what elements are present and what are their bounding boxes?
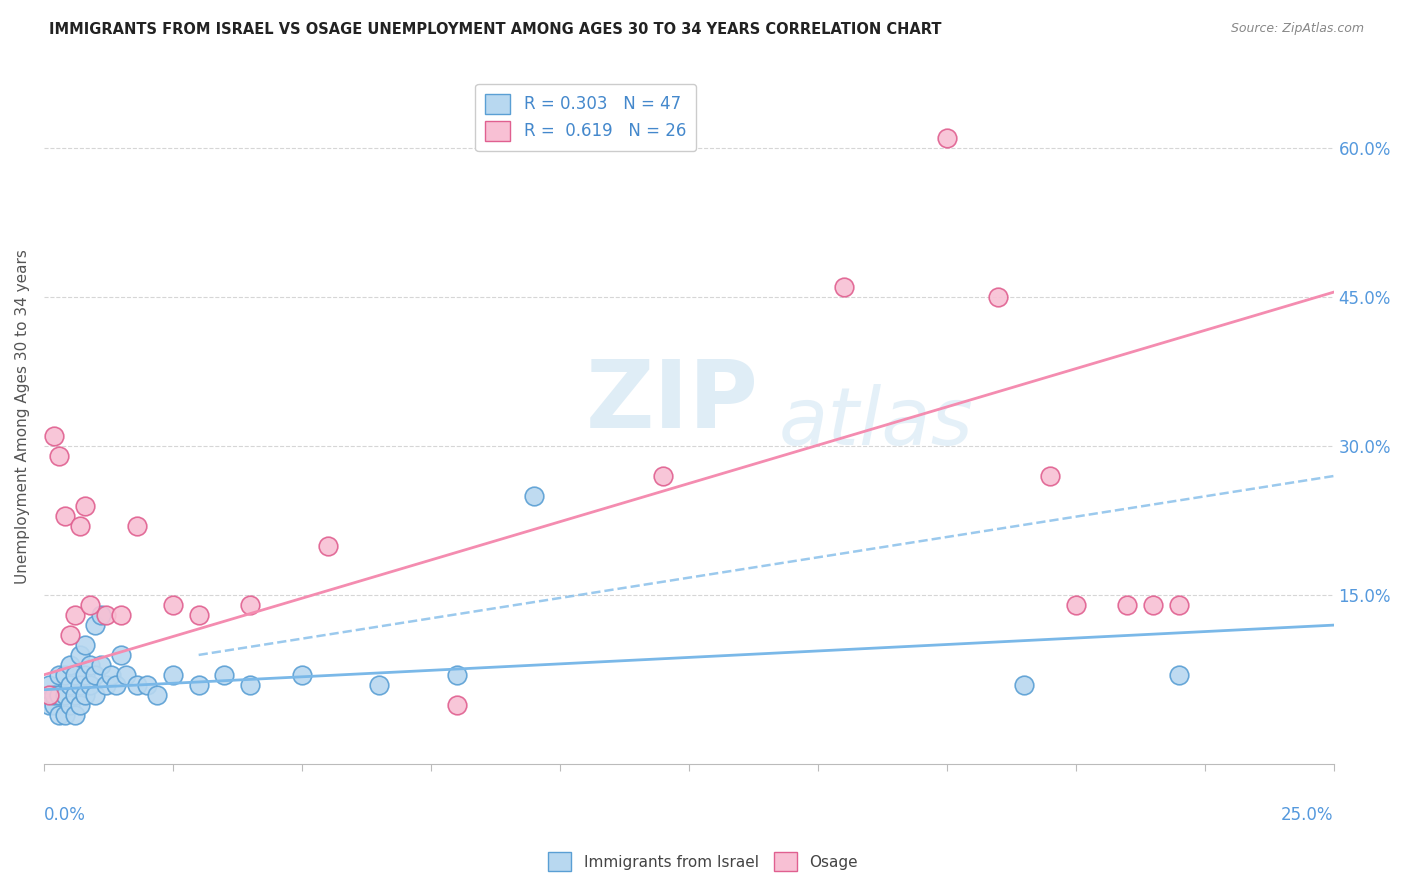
Point xyxy=(987,290,1010,304)
Point xyxy=(90,608,112,623)
Point xyxy=(75,688,97,702)
Point xyxy=(291,668,314,682)
Point xyxy=(125,518,148,533)
Point xyxy=(94,608,117,623)
Point xyxy=(44,429,66,443)
Point xyxy=(69,648,91,662)
Point xyxy=(69,678,91,692)
Point xyxy=(94,678,117,692)
Point xyxy=(316,539,339,553)
Point xyxy=(79,599,101,613)
Point xyxy=(935,131,957,145)
Point xyxy=(1116,599,1139,613)
Point xyxy=(146,688,169,702)
Point xyxy=(69,518,91,533)
Point xyxy=(239,678,262,692)
Legend: R = 0.303   N = 47, R =  0.619   N = 26: R = 0.303 N = 47, R = 0.619 N = 26 xyxy=(475,84,696,151)
Point xyxy=(38,678,60,692)
Point xyxy=(110,648,132,662)
Point xyxy=(523,489,546,503)
Point xyxy=(187,678,209,692)
Point xyxy=(115,668,138,682)
Point xyxy=(162,599,184,613)
Point xyxy=(187,608,209,623)
Text: IMMIGRANTS FROM ISRAEL VS OSAGE UNEMPLOYMENT AMONG AGES 30 TO 34 YEARS CORRELATI: IMMIGRANTS FROM ISRAEL VS OSAGE UNEMPLOY… xyxy=(49,22,942,37)
Point xyxy=(1167,599,1189,613)
Point xyxy=(63,707,86,722)
Point xyxy=(1142,599,1164,613)
Point xyxy=(75,668,97,682)
Legend: Immigrants from Israel, Osage: Immigrants from Israel, Osage xyxy=(543,847,863,877)
Text: atlas: atlas xyxy=(779,384,974,462)
Point xyxy=(48,688,70,702)
Point xyxy=(446,668,468,682)
Point xyxy=(136,678,159,692)
Text: ZIP: ZIP xyxy=(585,357,758,449)
Point xyxy=(1064,599,1087,613)
Point xyxy=(84,668,107,682)
Point xyxy=(63,668,86,682)
Point xyxy=(48,707,70,722)
Point xyxy=(44,688,66,702)
Y-axis label: Unemployment Among Ages 30 to 34 years: Unemployment Among Ages 30 to 34 years xyxy=(15,249,30,584)
Point xyxy=(84,688,107,702)
Point xyxy=(110,608,132,623)
Point xyxy=(48,668,70,682)
Point xyxy=(79,678,101,692)
Point xyxy=(1167,668,1189,682)
Point xyxy=(79,657,101,672)
Point xyxy=(446,698,468,712)
Point xyxy=(48,449,70,463)
Point xyxy=(69,698,91,712)
Point xyxy=(63,688,86,702)
Point xyxy=(75,638,97,652)
Text: 25.0%: 25.0% xyxy=(1281,806,1334,824)
Point xyxy=(44,698,66,712)
Text: 0.0%: 0.0% xyxy=(44,806,86,824)
Point xyxy=(125,678,148,692)
Point xyxy=(59,628,82,642)
Point xyxy=(105,678,128,692)
Point xyxy=(90,657,112,672)
Text: Source: ZipAtlas.com: Source: ZipAtlas.com xyxy=(1230,22,1364,36)
Point xyxy=(38,698,60,712)
Point xyxy=(100,668,122,682)
Point xyxy=(832,280,855,294)
Point xyxy=(162,668,184,682)
Point xyxy=(652,469,675,483)
Point xyxy=(59,678,82,692)
Point xyxy=(1039,469,1062,483)
Point xyxy=(53,707,76,722)
Point xyxy=(59,657,82,672)
Point xyxy=(53,688,76,702)
Point xyxy=(53,508,76,523)
Point xyxy=(214,668,236,682)
Point xyxy=(1012,678,1035,692)
Point xyxy=(84,618,107,632)
Point xyxy=(239,599,262,613)
Point xyxy=(368,678,391,692)
Point xyxy=(63,608,86,623)
Point xyxy=(53,668,76,682)
Point xyxy=(38,688,60,702)
Point xyxy=(59,698,82,712)
Point xyxy=(75,499,97,513)
